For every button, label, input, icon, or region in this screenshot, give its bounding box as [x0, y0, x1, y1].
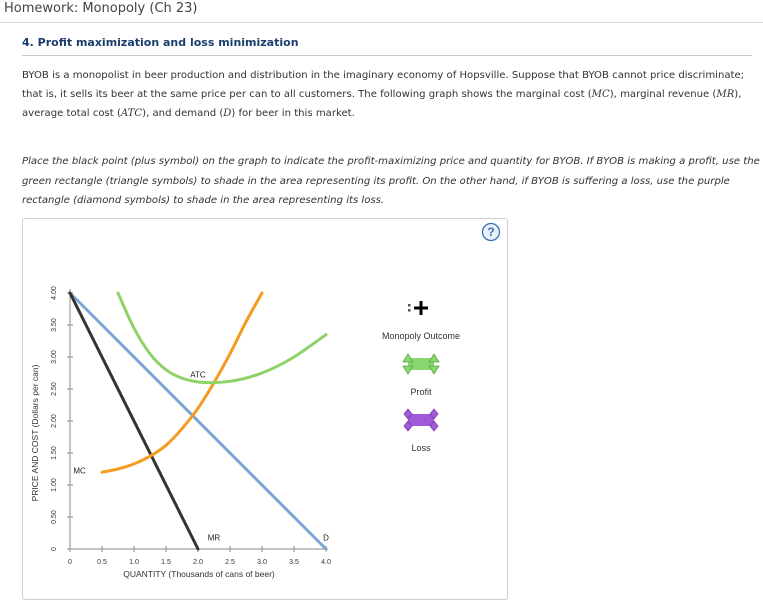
x-axis-title: QUANTITY (Thousands of cans of beer)	[123, 569, 275, 579]
tool-palette[interactable]: Monopoly Outcome Profit Loss	[382, 301, 460, 453]
homework-title: Homework: Monopoly (Ch 23)	[4, 1, 198, 16]
intro-text-1: BYOB is a monopolist in beer production …	[22, 70, 745, 100]
y-axis-title: PRICE AND COST (Dollars per can)	[30, 364, 40, 501]
graph-area[interactable]: 0 0.50 1.00 1.50 2.00 2.50 3.00 3.50 4.00 0 0.5 1.0…	[0, 218, 763, 592]
d-abbr: D	[223, 108, 232, 119]
handle-dot	[408, 304, 411, 307]
x-tick-label: 1.0	[129, 559, 139, 566]
intro-text-5: ) for beer in this market.	[231, 108, 355, 119]
curve-d[interactable]	[68, 291, 328, 551]
y-tick-label: 1.00	[51, 478, 58, 492]
atc-abbr: ATC	[120, 108, 143, 119]
divider	[22, 55, 752, 56]
graph-panel: ?	[22, 218, 508, 600]
loss-label: Loss	[411, 443, 431, 453]
curve-mr[interactable]	[68, 291, 200, 551]
help-label: ?	[487, 225, 494, 239]
curve-label-atc: ATC	[190, 370, 206, 379]
profit-rect-icon	[408, 358, 434, 370]
triangle-icon	[428, 365, 440, 375]
question-instructions: Place the black point (plus symbol) on t…	[22, 156, 760, 206]
triangle-icon	[402, 365, 414, 375]
triangle-icon	[402, 353, 414, 363]
x-tick-label: 0	[68, 559, 72, 566]
diamond-icon	[429, 420, 439, 432]
diamond-icon	[429, 408, 439, 420]
y-tick-label: 2.00	[51, 414, 58, 428]
curve-label-mc: MC	[73, 466, 86, 475]
monopoly-outcome-label: Monopoly Outcome	[382, 331, 460, 341]
intro-text-4: ), and demand (	[142, 108, 224, 119]
help-button[interactable]: ?	[481, 222, 501, 242]
monopoly-outcome-tool[interactable]: Monopoly Outcome	[382, 301, 460, 341]
plus-icon	[414, 306, 428, 310]
y-tick-label: 0.50	[51, 510, 58, 524]
y-tick-label: 3.50	[51, 318, 58, 332]
intro-text-2: ), marginal revenue (	[609, 89, 717, 100]
x-tick-label: 3.5	[289, 559, 299, 566]
y-tick-label: 1.50	[51, 446, 58, 460]
x-tick-label: 2.0	[193, 559, 203, 566]
triangle-icon	[428, 353, 440, 363]
homework-header: Homework: Monopoly (Ch 23)	[0, 0, 763, 23]
curve-mc[interactable]	[100, 291, 264, 474]
x-tick-label: 3.0	[257, 559, 267, 566]
loss-tool[interactable]: Loss	[403, 408, 439, 453]
x-tick-label: 1.5	[161, 559, 171, 566]
mc-abbr: MC	[591, 89, 610, 100]
x-tick-label: 4.0	[321, 559, 331, 566]
question-title: 4. Profit maximization and loss minimiza…	[22, 36, 299, 49]
diamond-icon	[403, 420, 413, 432]
y-tick-label: 0	[51, 547, 58, 551]
x-tick-label: 2.5	[225, 559, 235, 566]
diamond-icon	[403, 408, 413, 420]
mr-abbr: MR	[716, 89, 735, 100]
curves[interactable]	[68, 291, 328, 551]
profit-tool[interactable]: Profit	[402, 353, 440, 397]
profit-label: Profit	[410, 387, 432, 397]
curve-atc[interactable]	[116, 291, 328, 385]
y-tick-label: 3.00	[51, 350, 58, 364]
y-tick-label: 2.50	[51, 382, 58, 396]
curve-label-mr: MR	[208, 534, 221, 543]
intro-text-3: ), average total cost (	[22, 89, 742, 119]
curve-labels: D MR MC ATC	[73, 370, 329, 542]
handle-dot	[408, 309, 411, 312]
loss-rect-icon	[408, 414, 434, 426]
question-intro: BYOB is a monopolist in beer production …	[22, 66, 757, 123]
x-tick-label: 0.5	[97, 559, 107, 566]
y-tick-label: 4.00	[51, 286, 58, 300]
curve-label-d: D	[323, 534, 329, 543]
